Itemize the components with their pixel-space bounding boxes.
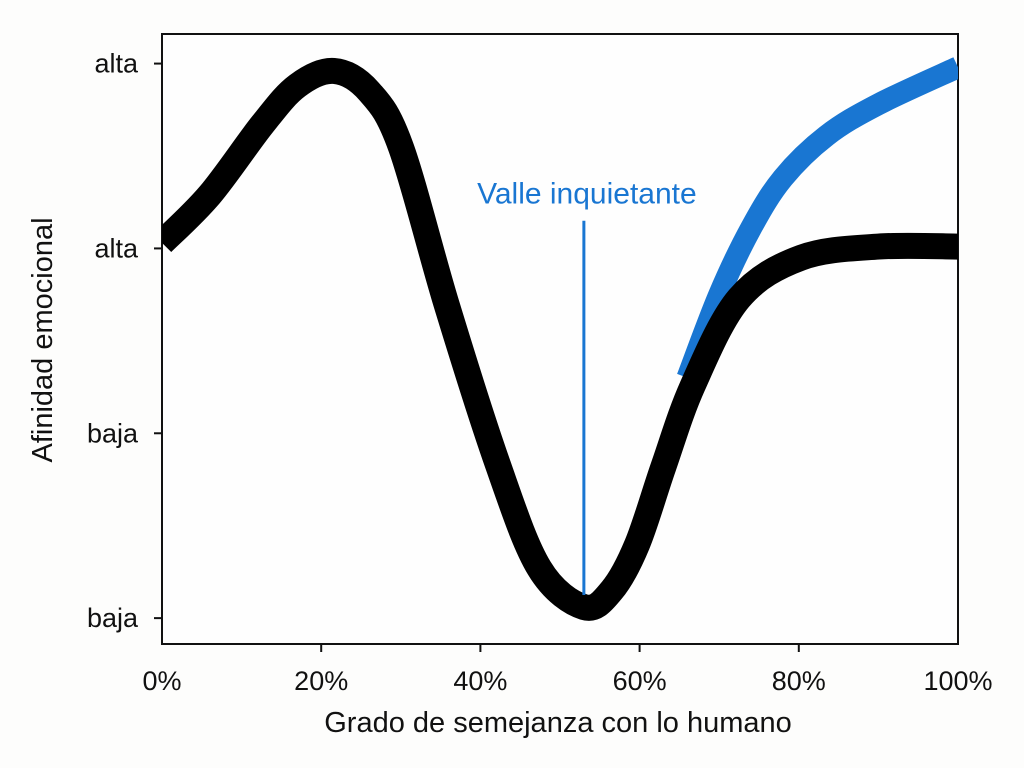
x-tick-label: 100% — [923, 666, 992, 696]
y-tick-label: baja — [87, 418, 139, 448]
healthy-human-curve-line — [677, 57, 958, 382]
affinity-curve-line — [162, 57, 958, 621]
x-tick-label: 60% — [613, 666, 667, 696]
x-tick-label: 0% — [142, 666, 181, 696]
valley-annotation-label: Valle inquietante — [477, 178, 697, 211]
y-tick-label: alta — [94, 233, 139, 263]
y-tick-label: baja — [87, 603, 139, 633]
x-tick-label: 40% — [453, 666, 507, 696]
y-axis-label: Afinidad emocional — [27, 217, 59, 462]
x-tick-label: 80% — [772, 666, 826, 696]
x-tick-label: 20% — [294, 666, 348, 696]
y-tick-label: alta — [94, 49, 139, 79]
x-axis-label: Grado de semejanza con lo humano — [324, 707, 792, 739]
